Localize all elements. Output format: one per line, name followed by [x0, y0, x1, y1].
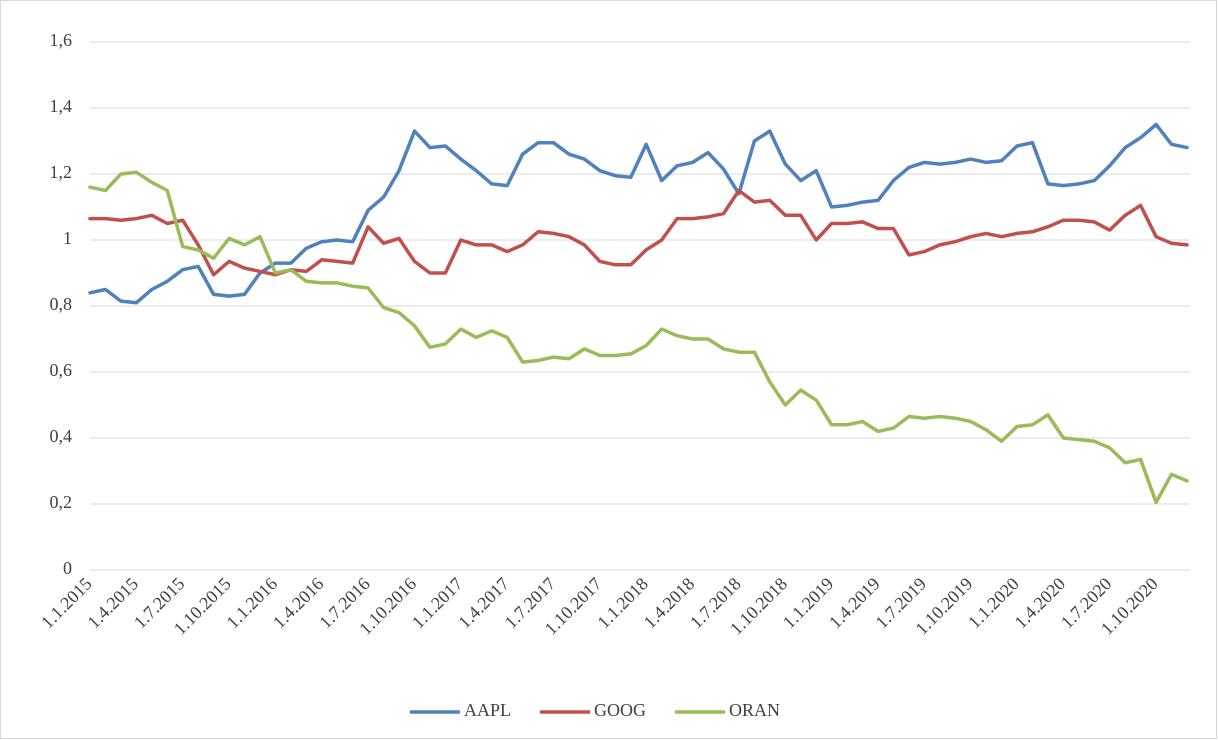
y-tick-label: 1,2 [50, 162, 73, 182]
y-tick-label: 0,4 [50, 426, 73, 446]
data-line [88, 188, 1189, 277]
legend-label: GOOG [594, 700, 646, 720]
y-tick-label: 0,8 [50, 294, 73, 314]
y-tick-label: 0 [63, 558, 72, 578]
y-tick-label: 0,6 [50, 360, 73, 380]
legend-label: AAPL [464, 700, 511, 720]
y-tick-label: 0,2 [50, 492, 73, 512]
data-line [88, 170, 1189, 505]
y-tick-label: 1,4 [50, 96, 73, 116]
y-tick-label: 1,6 [50, 30, 73, 50]
legend-label: ORAN [729, 700, 780, 720]
y-tick-label: 1 [63, 228, 72, 248]
